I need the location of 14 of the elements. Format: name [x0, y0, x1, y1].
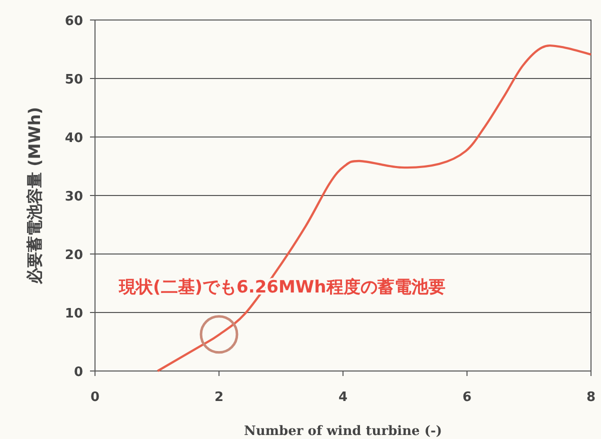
y-axis-title: 必要蓄電池容量 (MWh): [25, 106, 44, 286]
y-tick-label: 20: [64, 248, 83, 263]
y-tick-label: 60: [64, 14, 83, 29]
y-tick-label: 0: [74, 365, 83, 380]
x-axis-title: Number of wind turbine (-): [244, 424, 442, 439]
x-tick-label: 6: [462, 390, 472, 405]
x-tick-label: 2: [214, 390, 224, 405]
y-tick-label: 40: [64, 131, 83, 146]
y-tick-label: 50: [64, 72, 83, 88]
x-tick-label: 8: [586, 390, 596, 405]
x-tick-label: 4: [338, 390, 348, 405]
x-tick-label: 0: [90, 390, 100, 405]
y-tick-label: 10: [64, 306, 83, 322]
y-tick-label: 30: [64, 190, 83, 204]
